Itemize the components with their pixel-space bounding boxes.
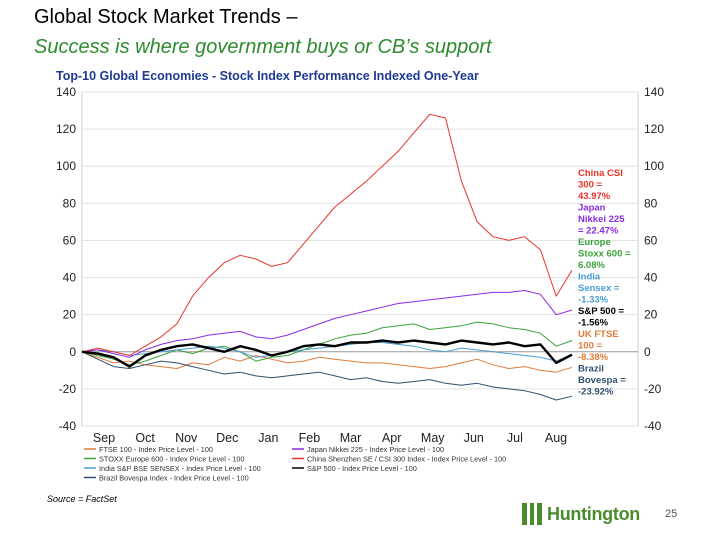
annotation-label: Brazil: [578, 364, 604, 375]
legend-entry: Brazil Bovespa Index - Index Price Level…: [99, 474, 249, 483]
annotation-label: S&P 500 =: [578, 306, 624, 317]
annotation-label: = 22.47%: [578, 226, 619, 237]
y-axis-left: -40 -20 0 20 40 60 80 100 120 140: [56, 85, 76, 433]
slide-title: Global Stock Market Trends –: [34, 6, 298, 28]
y-tick-label: 140: [644, 85, 664, 99]
x-tick-label: Jun: [464, 431, 484, 445]
x-tick-label: Dec: [216, 431, 238, 445]
annotation-label: 6.08%: [578, 260, 605, 271]
annotation-label: 100 =: [578, 341, 602, 352]
y-tick-label: 140: [56, 85, 76, 99]
x-tick-label: Nov: [175, 431, 198, 445]
annotation-label: China CSI: [578, 168, 623, 179]
annotation-label: Europe: [578, 237, 611, 248]
annotation-label: Bovespa =: [578, 375, 626, 386]
slide-subtitle: Success is where government buys or CB’s…: [34, 36, 492, 58]
x-tick-label: Apr: [382, 431, 401, 445]
y-tick-label: 80: [63, 196, 77, 210]
x-tick-label: Jul: [507, 431, 523, 445]
y-tick-label: -20: [644, 382, 662, 396]
series-line: [81, 290, 573, 358]
x-tick-label: Oct: [135, 431, 155, 445]
legend-entry: Japan Nikkei 225 - Index Price Level - 1…: [307, 445, 444, 454]
y-tick-label: 60: [63, 233, 77, 247]
y-axis-right: -40 -20 0 20 40 60 80 100 120 140: [644, 85, 664, 433]
series-line: [81, 342, 573, 362]
annotation-label: 43.97%: [578, 191, 611, 202]
series-line: [81, 321, 573, 366]
y-tick-label: 40: [63, 271, 77, 285]
annotation-label: Nikkei 225: [578, 214, 625, 225]
x-tick-label: Jan: [258, 431, 278, 445]
annotation-label: Sensex =: [578, 283, 620, 294]
source-note: Source = FactSet: [47, 494, 117, 504]
annotation-label: UK FTSE: [578, 329, 619, 340]
annotation-label: Stoxx 600 =: [578, 249, 631, 260]
series-lines: [81, 113, 573, 401]
page-number: 25: [665, 508, 678, 520]
plot-area: [81, 91, 639, 427]
logo-text: Huntington: [547, 503, 640, 524]
legend-entry: STOXX Europe 600 - Index Price Level - 1…: [99, 455, 244, 464]
y-tick-label: 100: [644, 159, 664, 173]
y-tick-label: 120: [56, 122, 76, 136]
y-tick-label: 20: [63, 308, 77, 322]
series-line: [81, 351, 573, 373]
series-line: [81, 339, 573, 368]
legend-entry: India S&P BSE SENSEX - Index Price Level…: [99, 464, 261, 473]
y-tick-label: 40: [644, 271, 658, 285]
y-tick-label: 80: [644, 196, 658, 210]
x-tick-label: Mar: [340, 431, 362, 445]
x-tick-label: Aug: [545, 431, 567, 445]
y-tick-label: -40: [644, 419, 662, 433]
y-tick-label: 0: [69, 345, 76, 359]
legend-entry: China Shenzhen SE / CSI 300 Index - Inde…: [307, 455, 506, 464]
annotation-label: -1.56%: [578, 318, 609, 329]
annotation-label: India: [578, 272, 601, 283]
legend-entry: S&P 500 - Index Price Level - 100: [307, 464, 417, 473]
y-tick-label: -40: [59, 419, 77, 433]
y-tick-label: 100: [56, 159, 76, 173]
grid-lines: [82, 91, 638, 427]
series-line: [81, 351, 573, 401]
huntington-logo: Huntington: [522, 503, 640, 525]
annotation-label: 300 =: [578, 180, 602, 191]
y-tick-label: 0: [644, 345, 651, 359]
annotation-label: -23.92%: [578, 387, 614, 398]
legend: FTSE 100 - Index Price Level - 100 Japan …: [84, 445, 506, 483]
x-tick-label: Feb: [299, 431, 321, 445]
annotation-label: -1.33%: [578, 295, 609, 306]
x-tick-label: May: [421, 431, 445, 445]
chart-title: Top-10 Global Economies - Stock Index Pe…: [56, 69, 479, 83]
y-tick-label: 60: [644, 233, 658, 247]
y-tick-label: 120: [644, 122, 664, 136]
y-tick-label: -20: [59, 382, 77, 396]
legend-entry: FTSE 100 - Index Price Level - 100: [99, 445, 213, 454]
y-tick-label: 20: [644, 308, 658, 322]
x-tick-label: Sep: [93, 431, 115, 445]
annotation-label: Japan: [578, 203, 606, 214]
huntington-logo-icon: [522, 503, 542, 525]
annotation-label: -8.38%: [578, 352, 609, 363]
x-axis: Sep Oct Nov Dec Jan Feb Mar Apr May Jun Jul Aug: [93, 431, 567, 445]
series-line: [81, 113, 573, 356]
